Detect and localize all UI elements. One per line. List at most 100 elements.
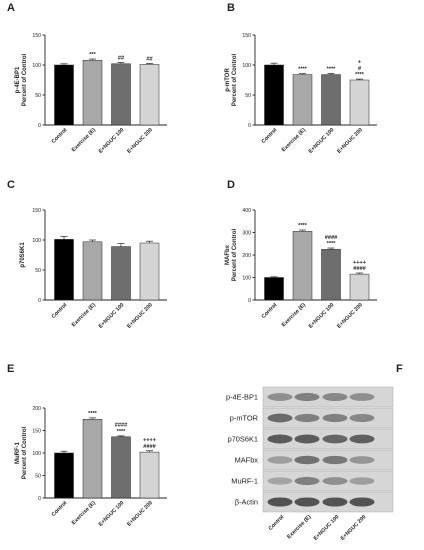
- x-category-label: E+NGUC 100: [98, 500, 126, 528]
- y-tick-label: 300: [242, 230, 251, 236]
- x-category-label: E+NGUC 100: [308, 302, 336, 330]
- significance-marker: ***: [89, 52, 96, 58]
- blot-band: [322, 477, 348, 485]
- blot-row: p-4E-BP1: [226, 386, 394, 408]
- panel-label: B: [227, 2, 235, 14]
- blot-band: [294, 434, 320, 444]
- significance-marker: ****: [117, 429, 127, 435]
- blot-band: [322, 413, 348, 423]
- significance-marker: ####: [353, 266, 366, 272]
- blot-row: MuRF-1: [231, 470, 394, 492]
- blot-row: p70S6K1: [228, 428, 394, 450]
- y-axis-label-line: p-mTOR: [225, 68, 231, 92]
- y-tick-label: 50: [35, 268, 41, 274]
- blot-band: [294, 476, 320, 486]
- significance-marker: ####: [115, 423, 128, 429]
- bar: [264, 64, 284, 126]
- bar: [82, 419, 103, 499]
- x-category-label: Exercise (E): [281, 127, 307, 153]
- blot-lane-label: E+NGUC 200: [340, 514, 368, 542]
- y-axis-label: MAFbxPercent of Control: [225, 229, 238, 282]
- y-tick-label: 150: [32, 208, 41, 214]
- y-tick-label: 150: [242, 33, 251, 39]
- blot-band: [349, 477, 375, 485]
- bar: [82, 241, 103, 301]
- blot-band: [294, 455, 320, 465]
- y-tick-label: 100: [242, 63, 251, 69]
- blot-band: [322, 497, 348, 507]
- bar: [54, 64, 74, 126]
- significance-marker: ++++: [353, 260, 367, 266]
- y-axis-label-line: Percent of Control: [232, 54, 238, 107]
- blot-row: p-mTOR: [230, 407, 394, 429]
- significance-marker: ##: [118, 56, 125, 62]
- significance-marker: +: [358, 60, 362, 66]
- bar: [111, 436, 131, 499]
- blot-band: [322, 455, 348, 465]
- x-category-label: E+NGUC 200: [126, 127, 154, 155]
- x-category-label: E+NGUC 200: [336, 127, 364, 155]
- significance-marker: ****: [327, 66, 337, 72]
- bar: [321, 74, 341, 126]
- panel-label: F: [396, 363, 403, 375]
- significance-marker: ####: [143, 444, 156, 450]
- bar-chart-panel-a: A 0 50 100 150 p-4E-BP1Percent of Control Cont…: [7, 2, 167, 155]
- x-category-label: Exercise (E): [71, 127, 97, 153]
- bar: [292, 231, 313, 301]
- blot-band: [294, 392, 320, 402]
- blot-band: [349, 414, 375, 422]
- y-tick-label: 50: [245, 93, 251, 99]
- y-tick-label: 100: [32, 238, 41, 244]
- x-category-label: Control: [261, 127, 279, 145]
- y-tick-label: 100: [242, 275, 251, 281]
- x-category-label: Control: [51, 127, 69, 145]
- y-axis-label-line: Percent of Control: [22, 427, 28, 480]
- blot-lane-label: Control: [268, 514, 286, 532]
- blot-band: [294, 413, 320, 423]
- x-category-label: Exercise (E): [281, 302, 307, 328]
- x-category-label: E+NGUC 200: [336, 302, 364, 330]
- blot-band: [267, 497, 293, 507]
- y-axis-label: p70S6K1: [20, 242, 26, 268]
- y-axis-label: MuRF-1Percent of Control: [15, 427, 28, 480]
- blot-row: MAFbx: [235, 449, 394, 471]
- significance-marker: ****: [298, 67, 308, 73]
- bar-chart-panel-d: D 0 100 200 300 400 MAFbxPercent of Control Con…: [225, 179, 377, 330]
- y-axis-label-line: MAFbx: [225, 244, 231, 265]
- bar-chart-panel-e: E 0 50 100 150 200 MuRF-1Percent of Control Con…: [7, 363, 167, 528]
- y-tick-label: 0: [248, 123, 251, 129]
- panel-label: E: [7, 363, 14, 375]
- bar: [54, 452, 74, 499]
- x-category-label: E+NGUC 200: [126, 302, 154, 330]
- bar: [349, 273, 370, 301]
- blot-band: [349, 393, 375, 401]
- y-tick-label: 150: [32, 428, 41, 434]
- significance-marker: ****: [327, 241, 337, 247]
- blot-band: [349, 497, 375, 507]
- western-blot-panel: Fp-4E-BP1 p-mTOR p70S6K1 MAFbx MuRF-1 β-Actin…: [226, 363, 403, 542]
- blot-row-label: p70S6K1: [228, 435, 258, 444]
- blot-row-label: p-mTOR: [230, 414, 258, 423]
- y-tick-label: 400: [242, 208, 251, 214]
- y-axis-label-line: p70S6K1: [20, 242, 26, 268]
- blot-row-label: MAFbx: [235, 456, 259, 465]
- blot-band: [322, 434, 348, 444]
- significance-marker: ####: [325, 235, 338, 241]
- y-axis-label-line: MuRF-1: [15, 441, 21, 464]
- x-category-label: Exercise (E): [71, 500, 97, 526]
- bar: [264, 277, 284, 301]
- blot-band: [349, 434, 375, 444]
- blot-band: [267, 456, 293, 464]
- x-category-label: Control: [51, 302, 69, 320]
- blot-band: [349, 456, 375, 464]
- bar: [349, 79, 370, 126]
- significance-marker: ****: [355, 72, 365, 78]
- blot-row-label: MuRF-1: [231, 477, 258, 486]
- significance-marker: ****: [298, 223, 308, 229]
- y-tick-label: 100: [32, 63, 41, 69]
- x-category-label: E+NGUC 100: [98, 127, 126, 155]
- significance-marker: ****: [88, 411, 98, 417]
- panel-label: A: [7, 2, 15, 14]
- y-tick-label: 150: [32, 33, 41, 39]
- significance-marker: ++++: [143, 438, 157, 444]
